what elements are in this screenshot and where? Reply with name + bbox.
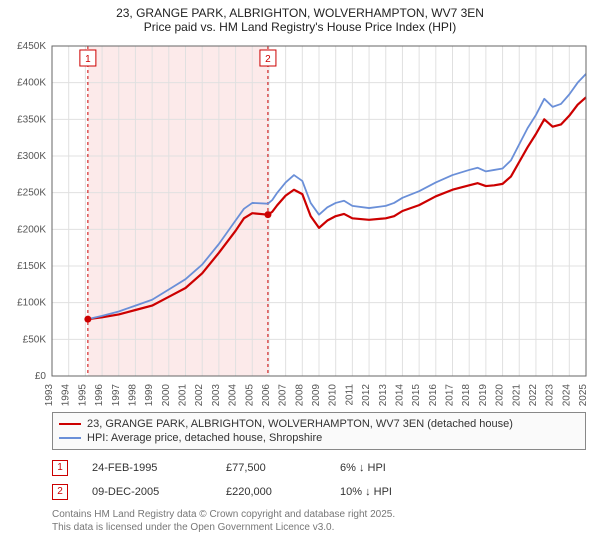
sale-price: £77,500	[226, 462, 316, 474]
chart-svg: £0 £50K £100K £150K £200K £250K £300K £350K £400…	[0, 38, 600, 408]
svg-text:1998: 1998	[127, 384, 138, 407]
svg-text:£50K: £50K	[23, 334, 47, 345]
svg-text:1: 1	[85, 54, 91, 65]
legend-item: 23, GRANGE PARK, ALBRIGHTON, WOLVERHAMPT…	[59, 417, 579, 431]
legend-label: 23, GRANGE PARK, ALBRIGHTON, WOLVERHAMPT…	[87, 418, 513, 430]
sale-hpi-delta: 6% ↓ HPI	[340, 462, 430, 474]
svg-text:£400K: £400K	[17, 78, 46, 89]
svg-text:2024: 2024	[561, 384, 572, 407]
svg-text:2001: 2001	[178, 384, 189, 407]
sale-date: 09-DEC-2005	[92, 486, 202, 498]
svg-text:£300K: £300K	[17, 151, 46, 162]
svg-text:2009: 2009	[311, 384, 322, 407]
svg-text:2000: 2000	[161, 384, 172, 407]
legend: 23, GRANGE PARK, ALBRIGHTON, WOLVERHAMPT…	[52, 412, 586, 450]
svg-text:1999: 1999	[144, 384, 155, 407]
legend-swatch	[59, 423, 81, 425]
svg-text:1993: 1993	[44, 384, 55, 407]
svg-text:2011: 2011	[344, 384, 355, 406]
sales-row: 2 09-DEC-2005 £220,000 10% ↓ HPI	[52, 480, 586, 504]
svg-text:2025: 2025	[578, 384, 589, 407]
sale-price: £220,000	[226, 486, 316, 498]
svg-text:1995: 1995	[77, 384, 88, 407]
svg-text:2013: 2013	[378, 384, 389, 407]
legend-item: HPI: Average price, detached house, Shro…	[59, 431, 579, 445]
chart-area: £0 £50K £100K £150K £200K £250K £300K £350K £400…	[0, 38, 600, 408]
svg-text:2016: 2016	[428, 384, 439, 407]
footer-line: Contains HM Land Registry data © Crown c…	[52, 508, 586, 521]
attribution: Contains HM Land Registry data © Crown c…	[52, 508, 586, 534]
svg-text:2015: 2015	[411, 384, 422, 407]
svg-text:£100K: £100K	[17, 298, 46, 309]
svg-text:2: 2	[265, 54, 271, 65]
svg-text:2017: 2017	[445, 384, 456, 407]
svg-text:2008: 2008	[294, 384, 305, 407]
sale-date: 24-FEB-1995	[92, 462, 202, 474]
svg-text:1997: 1997	[111, 384, 122, 407]
sales-table: 1 24-FEB-1995 £77,500 6% ↓ HPI 2 09-DEC-…	[52, 456, 586, 504]
figure-root: 23, GRANGE PARK, ALBRIGHTON, WOLVERHAMPT…	[0, 0, 600, 534]
svg-text:2023: 2023	[545, 384, 556, 407]
legend-swatch	[59, 437, 81, 439]
title-block: 23, GRANGE PARK, ALBRIGHTON, WOLVERHAMPT…	[0, 0, 600, 38]
svg-text:£0: £0	[35, 371, 47, 382]
chart-title: 23, GRANGE PARK, ALBRIGHTON, WOLVERHAMPT…	[0, 6, 600, 20]
sale-hpi-delta: 10% ↓ HPI	[340, 486, 430, 498]
svg-text:£200K: £200K	[17, 224, 46, 235]
svg-text:2007: 2007	[278, 384, 289, 407]
sale-marker-icon: 1	[52, 460, 68, 476]
svg-text:£150K: £150K	[17, 261, 46, 272]
footer-line: This data is licensed under the Open Gov…	[52, 521, 586, 534]
svg-text:1994: 1994	[61, 384, 72, 407]
svg-text:2006: 2006	[261, 384, 272, 407]
svg-text:2010: 2010	[328, 384, 339, 407]
svg-text:1996: 1996	[94, 384, 105, 407]
svg-text:£450K: £450K	[17, 41, 46, 52]
svg-text:2019: 2019	[478, 384, 489, 407]
svg-text:£250K: £250K	[17, 188, 46, 199]
svg-text:2002: 2002	[194, 384, 205, 407]
svg-text:2004: 2004	[228, 384, 239, 407]
sale-marker-icon: 2	[52, 484, 68, 500]
svg-text:2014: 2014	[394, 384, 405, 407]
svg-text:2020: 2020	[495, 384, 506, 407]
svg-text:2003: 2003	[211, 384, 222, 407]
svg-text:2022: 2022	[528, 384, 539, 407]
svg-text:2018: 2018	[461, 384, 472, 407]
svg-text:2005: 2005	[244, 384, 255, 407]
svg-text:£350K: £350K	[17, 114, 46, 125]
svg-text:2012: 2012	[361, 384, 372, 407]
legend-label: HPI: Average price, detached house, Shro…	[87, 432, 322, 444]
sales-row: 1 24-FEB-1995 £77,500 6% ↓ HPI	[52, 456, 586, 480]
chart-subtitle: Price paid vs. HM Land Registry's House …	[0, 20, 600, 34]
svg-text:2021: 2021	[511, 384, 522, 407]
